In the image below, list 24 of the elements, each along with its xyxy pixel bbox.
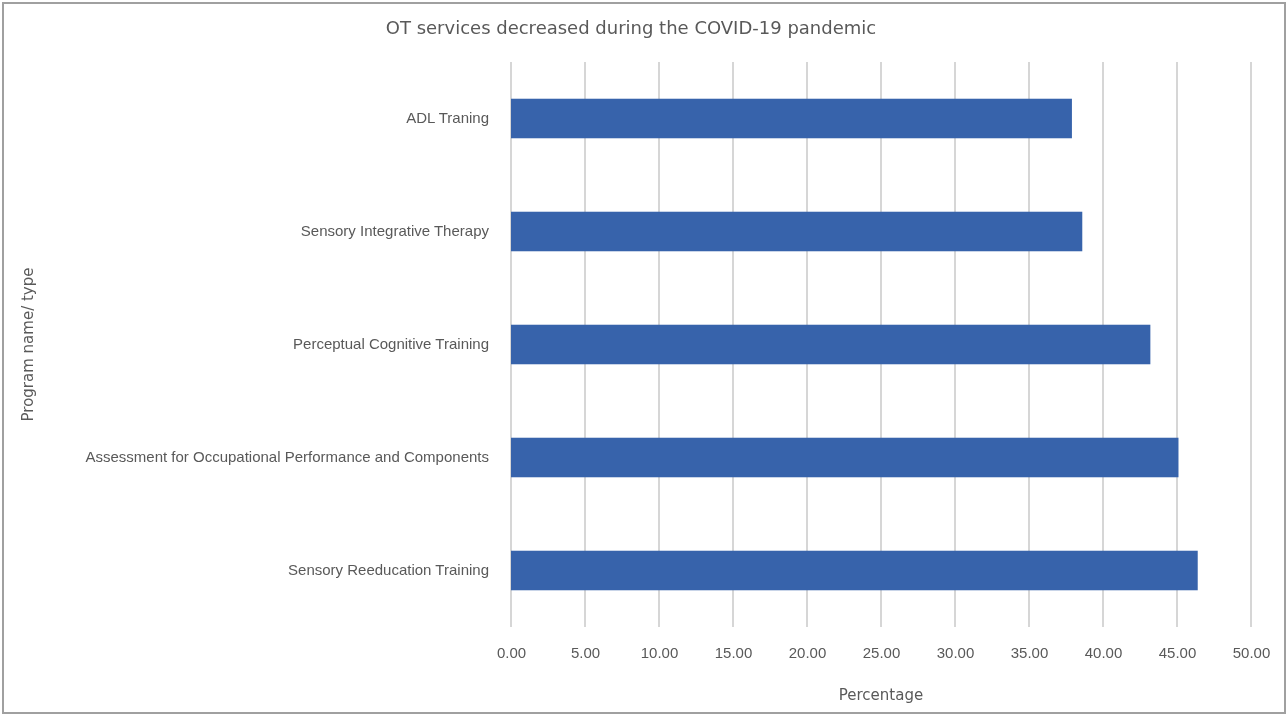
x-tick-label: 50.00 [1232,643,1271,661]
x-tick-label: 10.00 [640,643,679,661]
bar [511,211,1083,252]
x-tick-label: 20.00 [788,643,827,661]
x-tick-label: 15.00 [714,643,753,661]
bar [511,437,1179,478]
bar [511,550,1198,591]
y-axis-title: Program name/ type [19,267,37,422]
x-tick-label: 40.00 [1084,643,1123,661]
x-tick-label: 30.00 [936,643,975,661]
y-tick-label: Sensory Reeducation Training [288,561,489,579]
x-tick-label: 35.00 [1010,643,1049,661]
y-tick-label: ADL Traning [406,109,489,127]
x-axis-title: Percentage [838,686,924,704]
bar [511,98,1072,139]
y-tick-label: Assessment for Occupational Performance and Components [85,448,489,466]
y-tick-label: Perceptual Cognitive Training [293,335,489,353]
x-tick-label: 5.00 [570,643,601,661]
x-tick-label: 45.00 [1158,643,1197,661]
y-tick-label: Sensory Integrative Therapy [300,222,490,240]
x-tick-label: 0.00 [496,643,527,661]
x-tick-label: 25.00 [862,643,901,661]
bar [511,324,1151,365]
chart-title: OT services decreased during the COVID-19 pandemic [385,17,877,38]
